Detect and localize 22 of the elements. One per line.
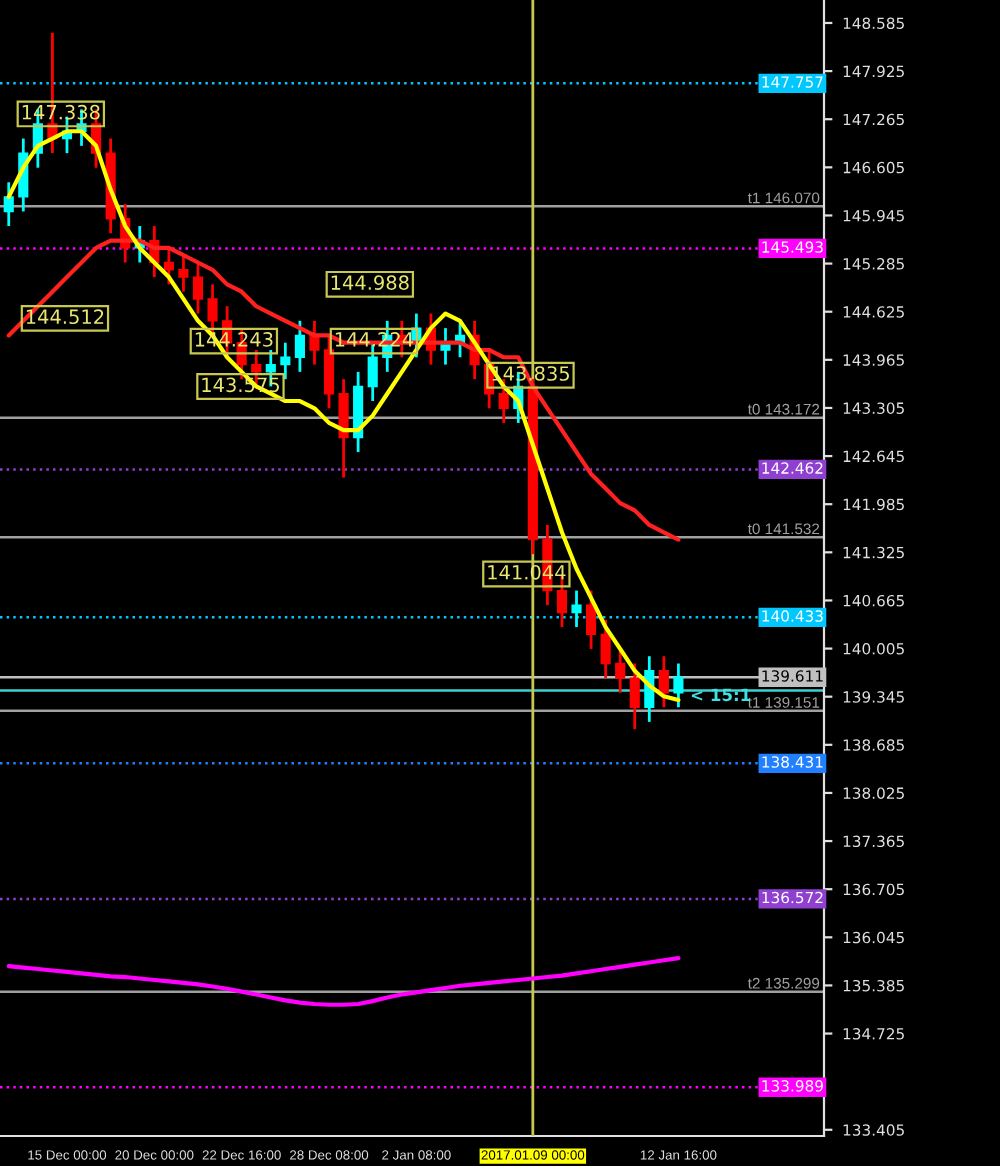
annotation: 144.512 — [26, 309, 104, 325]
candlestick — [338, 377, 349, 479]
candlestick — [309, 319, 320, 366]
candlestick — [280, 341, 291, 381]
candlestick — [294, 319, 305, 374]
candlestick — [192, 261, 204, 315]
candlestick — [323, 334, 335, 410]
candlestick — [163, 246, 174, 286]
candlestick — [3, 180, 14, 228]
text: < 15:1 — [691, 688, 751, 702]
candlestick — [658, 654, 669, 709]
candlestick — [178, 253, 189, 294]
annotation: 144.988 — [331, 275, 409, 290]
candlestick — [498, 377, 509, 425]
candlestick — [673, 662, 684, 709]
candlestick — [571, 589, 582, 629]
candlestick — [600, 618, 611, 680]
annotation: 144.224 — [335, 332, 414, 347]
candlestick — [615, 647, 626, 695]
candlestick — [629, 662, 640, 731]
line-series — [6, 956, 681, 1007]
candlestick — [586, 589, 597, 651]
